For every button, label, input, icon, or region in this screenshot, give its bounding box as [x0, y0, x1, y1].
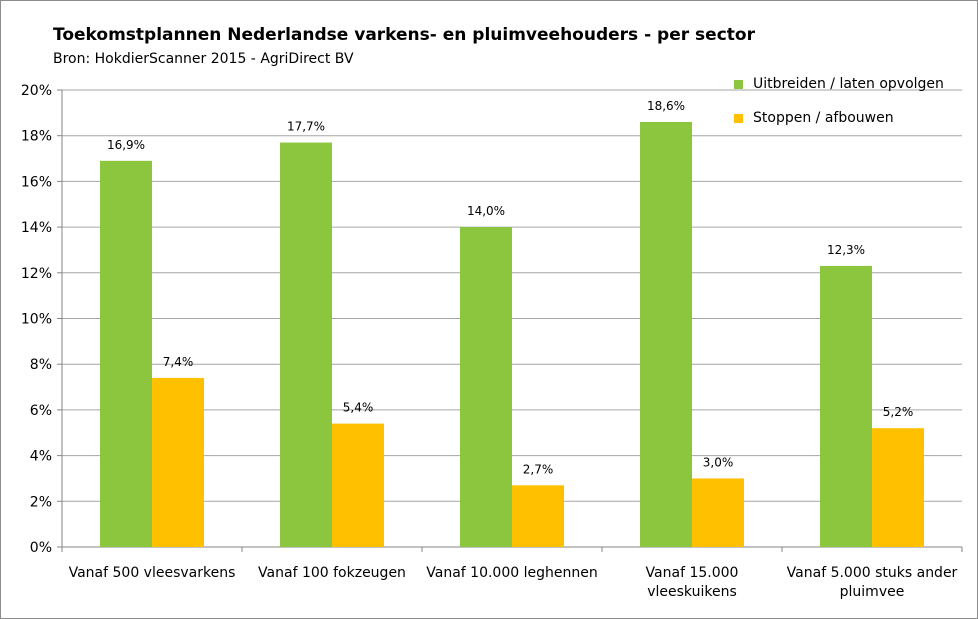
legend: Uitbreiden / laten opvolgen Stoppen / af…	[734, 67, 944, 135]
data-label: 18,6%	[647, 99, 685, 113]
data-label: 3,0%	[703, 455, 734, 469]
y-tick-label: 12%	[21, 266, 52, 282]
y-tick-label: 6%	[30, 403, 52, 419]
y-tick-label: 14%	[21, 220, 52, 236]
data-label: 14,0%	[467, 204, 505, 218]
bar-uitbreiden	[820, 265, 872, 547]
bar-stoppen	[512, 485, 564, 547]
x-tick-label: Vanaf 10.000 leghennen	[426, 565, 597, 581]
y-tick-label: 10%	[21, 312, 52, 328]
data-label: 2,7%	[523, 462, 554, 476]
legend-swatch-orange	[734, 113, 743, 123]
bar-uitbreiden	[640, 121, 692, 548]
legend-label: Stoppen / afbouwen	[753, 110, 894, 126]
chart-title: Toekomstplannen Nederlandse varkens- en …	[53, 25, 755, 45]
data-label: 12,3%	[827, 243, 865, 257]
bar-uitbreiden	[100, 160, 152, 547]
data-label: 16,9%	[107, 138, 145, 152]
x-tick-label: Vanaf 500 vleesvarkens	[69, 565, 236, 581]
x-tick-label: vleeskuikens	[647, 584, 737, 600]
y-tick-label: 18%	[21, 129, 52, 145]
data-label: 7,4%	[163, 355, 194, 369]
x-tick-label: Vanaf 100 fokzeugen	[258, 565, 406, 581]
y-tick-label: 0%	[30, 540, 52, 556]
x-tick-label: Vanaf 5.000 stuks ander	[787, 565, 958, 581]
data-label: 17,7%	[287, 120, 325, 134]
y-tick-label: 2%	[30, 494, 52, 510]
bar-stoppen	[152, 377, 204, 547]
legend-item-uitbreiden: Uitbreiden / laten opvolgen	[734, 67, 944, 101]
x-tick-label: Vanaf 15.000	[646, 565, 739, 581]
data-label: 5,4%	[343, 401, 374, 415]
bar-uitbreiden	[460, 227, 512, 547]
legend-label: Uitbreiden / laten opvolgen	[753, 76, 944, 92]
y-tick-label: 20%	[21, 83, 52, 99]
chart-subtitle: Bron: HokdierScanner 2015 - AgriDirect B…	[53, 51, 354, 67]
data-label: 5,2%	[883, 405, 914, 419]
y-tick-label: 16%	[21, 174, 52, 190]
x-tick-label: pluimvee	[840, 584, 905, 600]
y-tick-label: 8%	[30, 357, 52, 373]
legend-item-stoppen: Stoppen / afbouwen	[734, 101, 944, 135]
bar-stoppen	[872, 428, 924, 547]
bar-stoppen	[332, 423, 384, 547]
legend-swatch-green	[734, 79, 743, 89]
bar-stoppen	[692, 478, 744, 547]
bar-uitbreiden	[280, 142, 332, 547]
y-tick-label: 4%	[30, 449, 52, 465]
